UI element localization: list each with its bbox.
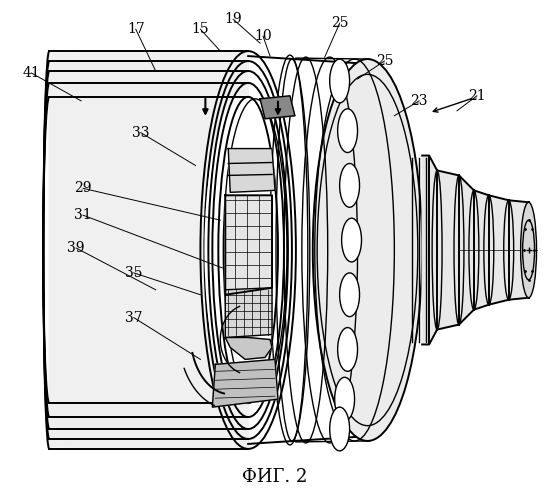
Ellipse shape (338, 109, 358, 152)
Text: 17: 17 (127, 22, 145, 36)
Text: 10: 10 (254, 29, 272, 43)
Polygon shape (212, 360, 278, 407)
Text: 41: 41 (23, 66, 40, 80)
Text: 23: 23 (410, 94, 428, 108)
Ellipse shape (334, 378, 354, 421)
Text: 29: 29 (74, 182, 92, 196)
Polygon shape (228, 148, 275, 192)
Ellipse shape (342, 218, 361, 262)
Text: 39: 39 (67, 241, 85, 255)
Polygon shape (225, 338, 272, 359)
Text: 37: 37 (125, 310, 143, 324)
Ellipse shape (521, 202, 537, 298)
Polygon shape (225, 196, 272, 294)
Ellipse shape (329, 59, 349, 103)
Text: 21: 21 (468, 89, 485, 103)
Text: 25: 25 (331, 16, 348, 30)
Polygon shape (49, 51, 248, 449)
Polygon shape (260, 96, 295, 118)
Text: 31: 31 (74, 208, 92, 222)
Ellipse shape (204, 96, 280, 404)
Text: 19: 19 (224, 12, 242, 26)
Polygon shape (422, 156, 528, 344)
Polygon shape (225, 288, 272, 338)
Ellipse shape (313, 59, 422, 441)
Text: 33: 33 (132, 126, 149, 140)
Text: 25: 25 (376, 54, 393, 68)
Text: 35: 35 (125, 266, 143, 280)
Ellipse shape (338, 328, 358, 372)
Ellipse shape (339, 164, 360, 207)
Text: ФИГ. 2: ФИГ. 2 (242, 468, 307, 485)
Polygon shape (201, 51, 248, 449)
Text: 15: 15 (192, 22, 209, 36)
Ellipse shape (339, 273, 360, 316)
Ellipse shape (329, 407, 349, 451)
